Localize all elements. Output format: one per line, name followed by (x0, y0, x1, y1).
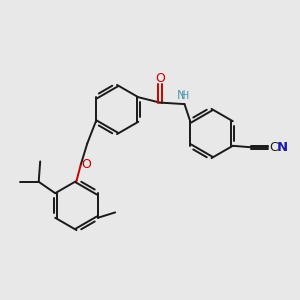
Text: N: N (176, 89, 185, 102)
Text: N: N (276, 141, 288, 154)
Text: C: C (269, 141, 278, 154)
Text: H: H (181, 91, 189, 101)
Text: O: O (155, 71, 165, 85)
Text: O: O (82, 158, 91, 171)
